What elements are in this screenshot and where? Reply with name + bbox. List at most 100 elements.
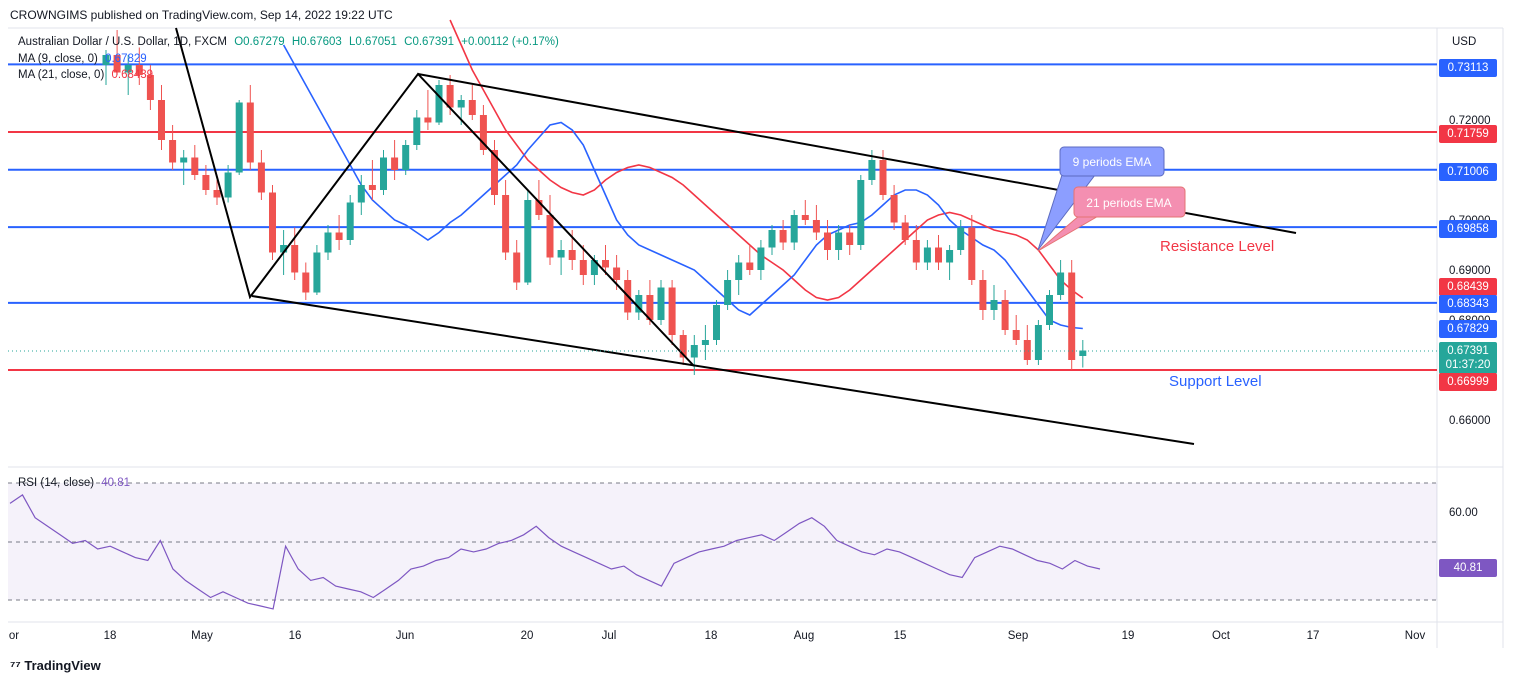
- ma9-line: [282, 44, 1083, 330]
- candle-body: [324, 232, 332, 253]
- price-tick-0: 0.72000: [1449, 115, 1491, 127]
- rsi-legend: RSI (14, close) 40.81: [18, 477, 134, 489]
- price-tick-2: 0.69000: [1449, 265, 1491, 277]
- candle-body: [269, 192, 276, 253]
- candle: [224, 165, 232, 203]
- support-level-label: Support Level: [1169, 373, 1262, 390]
- candle: [169, 125, 177, 170]
- tradingview-logo-icon: ⁷⁷: [10, 658, 21, 673]
- candle-body: [402, 145, 410, 170]
- candle-body: [557, 250, 565, 258]
- candle-body: [169, 140, 177, 163]
- candle-body: [613, 267, 621, 280]
- candle-body: [257, 162, 265, 193]
- candle: [968, 215, 976, 285]
- candle-body: [158, 100, 165, 140]
- time-tick-10: Sep: [1008, 630, 1028, 642]
- candle: [1034, 320, 1042, 365]
- candle: [746, 245, 754, 275]
- candle-body: [391, 157, 399, 170]
- candle: [180, 150, 188, 185]
- candle: [957, 220, 965, 255]
- price-tag-68343: 0.68343: [1439, 295, 1497, 313]
- candle-body: [890, 195, 898, 223]
- candle-body: [602, 260, 609, 268]
- candle: [357, 175, 365, 215]
- candle: [135, 47, 143, 85]
- publisher-line: CROWNGIMS published on TradingView.com, …: [10, 8, 393, 22]
- symbol-name: Australian Dollar / U.S. Dollar, 1D, FXC…: [18, 36, 227, 48]
- candle: [1046, 290, 1053, 330]
- ma21-line-group: [449, 19, 1084, 301]
- ma9-value: 0.67829: [105, 53, 147, 65]
- candle: [801, 200, 809, 225]
- time-tick-0: or: [9, 630, 19, 642]
- candle-body: [213, 190, 221, 198]
- ma9-legend: MA (9, close, 0) 0.67829: [18, 53, 151, 65]
- candle: [491, 140, 498, 205]
- candle: [213, 180, 221, 205]
- candle: [468, 85, 476, 120]
- candle: [524, 190, 532, 285]
- candle-body: [735, 262, 743, 280]
- candle-body: [335, 232, 343, 240]
- candle-body: [690, 345, 698, 358]
- candle-body: [1023, 340, 1031, 360]
- candle: [391, 140, 399, 180]
- price-tag-71006: 0.71006: [1439, 163, 1497, 181]
- ohlc-high: H0.67603: [291, 36, 342, 48]
- candle-body: [368, 185, 376, 190]
- rsi-line: [9, 494, 1101, 610]
- candle: [246, 85, 254, 170]
- candle: [790, 210, 798, 250]
- time-tick-2: May: [191, 630, 213, 642]
- candle-body: [1001, 300, 1009, 330]
- candle-body: [224, 172, 232, 198]
- ohlc-open: O0.67279: [234, 36, 285, 48]
- candle: [923, 240, 931, 270]
- candle: [257, 150, 265, 200]
- lower-channel-line: [251, 295, 1195, 445]
- ema9-callout-box: [1059, 146, 1165, 177]
- candle-body: [146, 75, 154, 100]
- price-tag-66999: 0.66999: [1439, 373, 1497, 391]
- candle-body: [935, 247, 942, 263]
- candle: [846, 225, 854, 255]
- candle-body: [302, 272, 310, 293]
- candle-body: [657, 287, 665, 320]
- candle-body: [968, 227, 976, 280]
- candle: [757, 240, 765, 280]
- ohlc-close: C0.67391: [404, 36, 455, 48]
- candle: [824, 220, 831, 260]
- candle-body: [868, 160, 876, 180]
- candle: [335, 215, 343, 250]
- candle: [713, 300, 720, 345]
- price-tag-current: 0.67391 01:37:20: [1439, 342, 1497, 374]
- candle-body: [202, 175, 210, 190]
- candle: [502, 180, 510, 260]
- candle-body: [746, 262, 754, 270]
- candle-body: [346, 202, 354, 240]
- candle-body: [646, 295, 654, 320]
- candle-body: [1057, 272, 1065, 295]
- candle-body: [479, 115, 487, 150]
- candle-body: [990, 300, 998, 310]
- ema9-callout-text: 9 periods EMA: [1073, 155, 1152, 169]
- candle: [313, 245, 321, 295]
- candle: [1012, 315, 1020, 345]
- candle: [202, 165, 210, 195]
- candle: [324, 225, 332, 260]
- time-tick-8: Aug: [794, 630, 814, 642]
- candle: [535, 180, 543, 220]
- candle: [102, 50, 110, 85]
- candle: [901, 215, 909, 245]
- candle: [779, 220, 787, 250]
- time-tick-9: 15: [894, 630, 907, 642]
- candle-body: [713, 305, 720, 340]
- candle-body: [879, 160, 887, 195]
- candle-body: [1012, 330, 1020, 340]
- candle-body: [413, 117, 421, 145]
- time-tick-6: Jul: [602, 630, 617, 642]
- candle-body: [280, 245, 288, 253]
- price-tag-69858: 0.69858: [1439, 220, 1497, 238]
